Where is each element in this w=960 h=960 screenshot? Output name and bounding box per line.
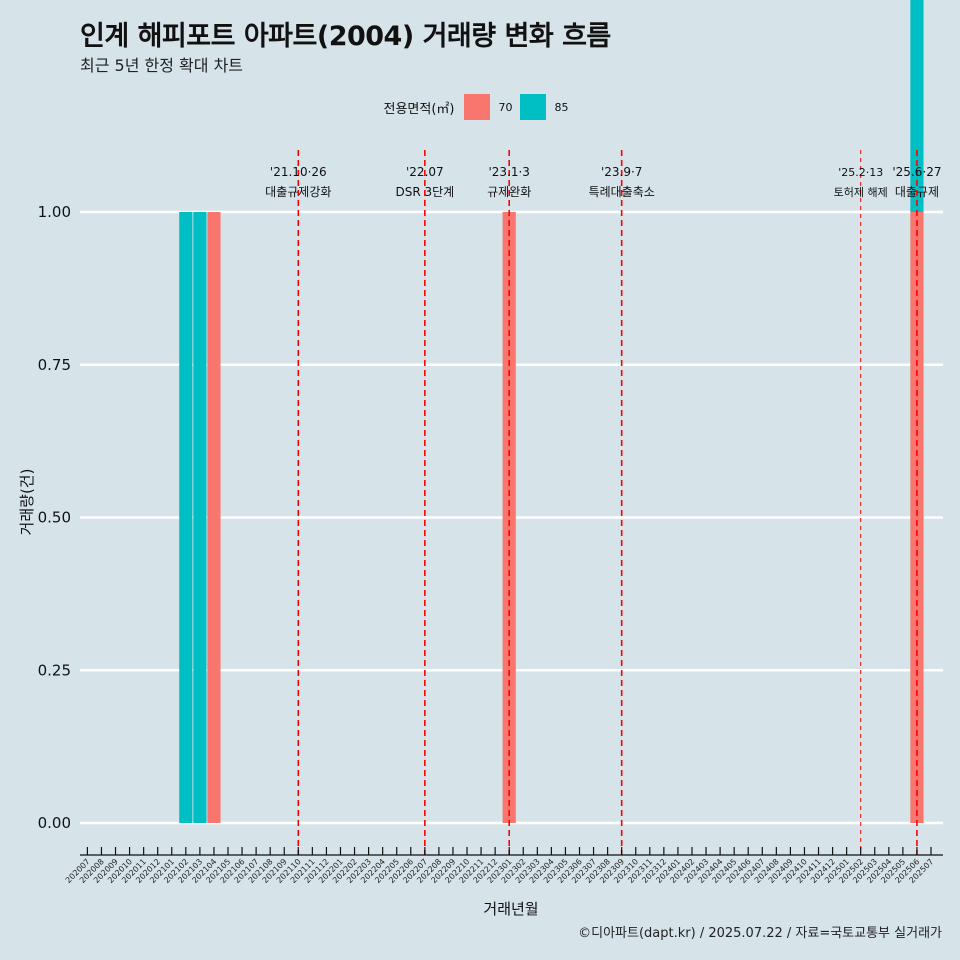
legend-key-70 xyxy=(464,94,491,120)
bar-85-202102 xyxy=(179,212,193,823)
y-axis: 0.00 0.25 0.50 0.75 1.00 xyxy=(38,203,71,832)
bars xyxy=(179,0,924,823)
chart-title: 인계 해피포트 아파트(2004) 거래량 변화 흐름 xyxy=(80,21,611,52)
legend-key-85 xyxy=(520,94,547,120)
annotation-date: '25.2·13 xyxy=(838,166,883,179)
x-axis: 2020072020082020092020102020112020122021… xyxy=(64,847,943,885)
bar-70-202301 xyxy=(502,212,516,823)
y-tick-label: 0.00 xyxy=(38,814,71,832)
event-annotations: '21.10·26 대출규제강화 '22.07 DSR 3단계 '23.1·3 규제완화 '… xyxy=(265,150,941,855)
caption: ©디아파트(dapt.kr) / 2025.07.22 / 자료=국토교통부 실… xyxy=(578,926,942,941)
annotation-date: '25.6·27 xyxy=(892,165,941,179)
annotation-date: '23.1·3 xyxy=(488,165,529,179)
y-tick-label: 0.50 xyxy=(38,509,71,527)
chart-subtitle: 최근 5년 한정 확대 차트 xyxy=(80,56,244,75)
bar-70-202506 xyxy=(910,212,924,823)
annotation-date: '21.10·26 xyxy=(270,165,327,179)
bar-70-202104 xyxy=(207,212,221,823)
annotation-label: DSR 3단계 xyxy=(395,185,454,199)
annotation-label: 대출규제강화 xyxy=(265,185,331,199)
y-tick-label: 0.75 xyxy=(38,356,71,374)
annotation-label: 특례대출축소 xyxy=(589,185,655,199)
legend-title: 전용면적(㎡) xyxy=(383,101,455,117)
y-tick-label: 1.00 xyxy=(38,203,71,221)
legend-label-85: 85 xyxy=(554,100,569,114)
annotation-label: 대출규제 xyxy=(895,185,939,199)
bar-85-202506 xyxy=(910,0,924,212)
x-axis-title: 거래년월 xyxy=(483,900,538,918)
annotation-label: 규제완화 xyxy=(487,185,531,199)
annotation-date: '22.07 xyxy=(406,165,444,179)
annotation-label: 토허제 해제 xyxy=(834,185,888,199)
bar-85-202103 xyxy=(193,212,207,823)
y-axis-title: 거래량(건) xyxy=(18,469,36,536)
annotation-date: '23.9·7 xyxy=(601,165,642,179)
y-tick-label: 0.25 xyxy=(38,661,71,679)
legend: 전용면적(㎡) 70 85 xyxy=(0,92,960,122)
legend-label-70: 70 xyxy=(498,100,513,114)
